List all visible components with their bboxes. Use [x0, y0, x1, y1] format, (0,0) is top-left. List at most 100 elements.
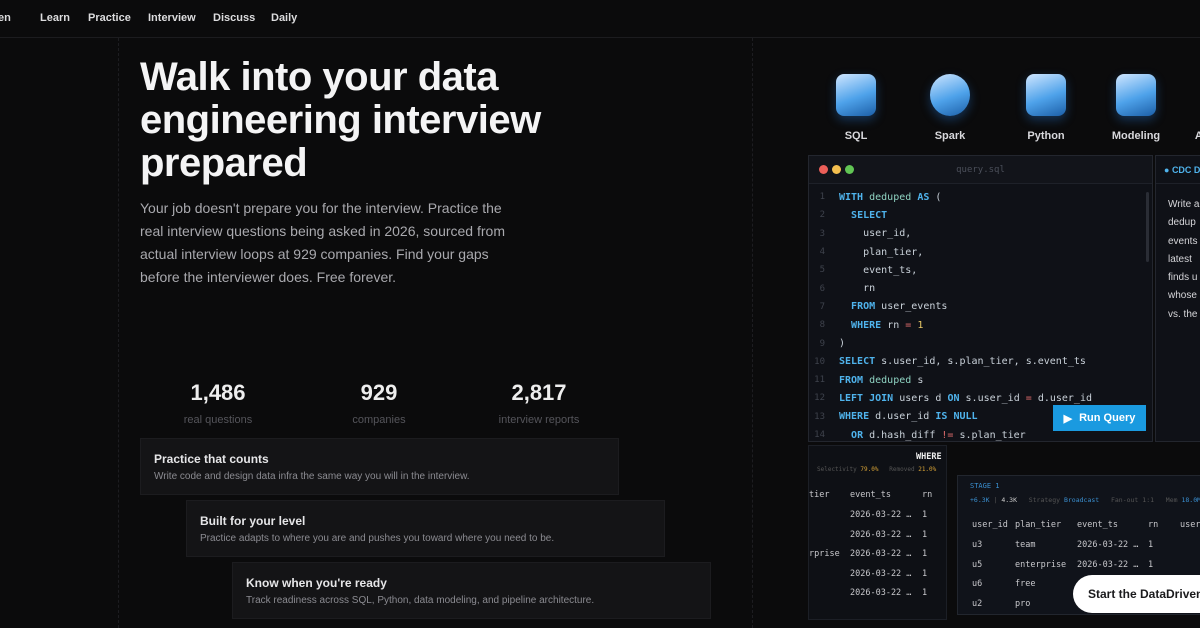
line-text: SELECT: [851, 209, 888, 221]
stat-label: companies: [352, 414, 406, 426]
line-text: FROM deduped s: [839, 374, 924, 386]
minimize-dot-icon[interactable]: [832, 165, 841, 174]
stat-value: 1,486: [190, 380, 246, 405]
stage-metrics: +6.3K | 4.3K Strategy Broadcast Fan-out …: [970, 496, 1200, 504]
line-number: 5: [819, 265, 825, 276]
stat-value: 929: [360, 380, 398, 405]
topic-architecture[interactable]: Ar: [1166, 72, 1200, 142]
code-line: 12 LEFT JOIN users d ON s.user_id = d.use…: [809, 389, 1152, 407]
feature-card: Practice that counts Write code and desig…: [140, 438, 619, 495]
line-text: FROM user_events: [851, 301, 948, 313]
close-dot-icon[interactable]: [819, 165, 828, 174]
metric-value: 4.3K: [1001, 496, 1017, 504]
line-text: WHERE d.user_id IS NULL: [839, 411, 978, 423]
topic-python[interactable]: Python: [1011, 72, 1081, 142]
column-header: rn: [1148, 520, 1159, 530]
code-line: 2 SELECT: [809, 206, 1152, 224]
topic-spark[interactable]: Spark: [915, 72, 985, 142]
nav-practice[interactable]: Practice: [88, 12, 131, 24]
table-cell: 1: [922, 549, 928, 559]
table-cell: 2026-03-22 …: [850, 510, 912, 520]
where-title: WHERE: [916, 452, 942, 462]
line-number: 8: [819, 320, 825, 331]
feature-desc: Track readiness across SQL, Python, data…: [246, 595, 595, 606]
topic-label: Spark: [934, 130, 966, 142]
code-line: 3 user_id,: [809, 225, 1152, 243]
run-label: Run Query: [1079, 412, 1136, 424]
python-icon: [1026, 74, 1066, 116]
column-header: tier: [809, 490, 830, 500]
column-header: user_id: [972, 520, 1008, 530]
metric-label: Strategy: [1028, 496, 1061, 504]
feature-card: Built for your level Practice adapts to w…: [186, 500, 665, 557]
brand-logo-text[interactable]: en: [0, 12, 11, 24]
nav-daily[interactable]: Daily: [271, 12, 298, 24]
column-header: event_ts: [1077, 520, 1118, 530]
where-panel: WHERE Selectivity 79.0% Removed 21.0% ti…: [808, 445, 947, 620]
spark-icon: [930, 74, 970, 116]
column-header: event_ts: [850, 490, 891, 500]
editor-filename: query.sql: [956, 165, 1005, 175]
table-cell: 1: [1148, 540, 1154, 550]
maximize-dot-icon[interactable]: [845, 165, 854, 174]
table-cell: 2026-03-22 …: [850, 568, 912, 579]
line-number: 9: [819, 338, 825, 349]
start-cta-button[interactable]: Start the DataDriven: [1073, 575, 1200, 613]
code-line: 1 WITH deduped AS (: [809, 188, 1152, 206]
code-line: 9): [809, 334, 1152, 352]
code-line: 7 FROM user_events: [809, 298, 1152, 316]
table-cell: u2: [972, 598, 983, 609]
nav-discuss[interactable]: Discuss: [213, 12, 256, 24]
table-cell: 2026-03-22 …: [850, 588, 912, 598]
metric-label: Selectivity: [817, 466, 857, 473]
problem-title: ● CDC D: [1156, 156, 1200, 184]
line-number: 13: [814, 411, 825, 422]
table-cell: 1: [922, 568, 928, 579]
where-metrics: Selectivity 79.0% Removed 21.0%: [817, 466, 936, 473]
title-line: prepared: [140, 141, 308, 185]
editor-titlebar: query.sql: [809, 156, 1152, 184]
stat-label: interview reports: [498, 414, 580, 426]
hero-title: Walk into your data engineering intervie…: [140, 56, 660, 185]
metric-value: +6.3K: [970, 496, 990, 504]
topic-modeling[interactable]: Modeling: [1101, 72, 1171, 142]
line-number: 4: [819, 247, 825, 258]
line-text: SELECT s.user_id, s.plan_tier, s.event_t…: [839, 356, 1086, 368]
feature-desc: Practice adapts to where you are and pus…: [200, 533, 555, 544]
line-number: 2: [819, 210, 825, 221]
divider: [752, 38, 753, 628]
table-cell: 1: [922, 510, 928, 520]
code-line: 13 WHERE d.user_id IS NULL: [809, 408, 1152, 426]
line-text: OR d.hash_diff != s.plan_tier: [851, 429, 1026, 441]
code-line: 11 FROM deduped s: [809, 371, 1152, 389]
code-editor[interactable]: query.sql 1 WITH deduped AS (2 SELECT 3 us…: [808, 155, 1153, 442]
topic-label: SQL: [844, 130, 868, 142]
table-cell: 1: [1148, 559, 1154, 570]
problem-line: Write a: [1168, 199, 1200, 210]
topic-sql[interactable]: SQL: [821, 72, 891, 142]
table-cell: 2026-03-22 …: [1077, 540, 1139, 550]
column-header: plan_tier: [1015, 520, 1062, 530]
divider: [118, 38, 119, 628]
table-cell: pro: [1015, 598, 1031, 609]
topic-label: Python: [1027, 130, 1065, 142]
scrollbar[interactable]: [1146, 192, 1149, 262]
line-text: LEFT JOIN users d ON s.user_id = d.user_…: [839, 392, 1092, 404]
run-query-button[interactable]: ▶ Run Query: [1053, 405, 1146, 431]
table-cell: 2026-03-22 …: [850, 549, 912, 559]
feature-title: Built for your level: [200, 514, 306, 528]
feature-card: Know when you're ready Track readiness ac…: [232, 562, 711, 619]
stat-reports: 2,817 interview reports: [479, 380, 599, 426]
line-text: rn: [863, 283, 876, 295]
code-lines[interactable]: 1 WITH deduped AS (2 SELECT 3 user_id, 4 pl…: [809, 188, 1152, 444]
line-text: WITH deduped AS (: [839, 191, 942, 203]
modeling-icon: [1116, 74, 1156, 116]
metric-value: 79.0%: [860, 466, 879, 473]
nav-learn[interactable]: Learn: [40, 12, 70, 24]
nav-interview[interactable]: Interview: [148, 12, 196, 24]
line-number: 12: [814, 393, 825, 404]
stat-value: 2,817: [511, 380, 567, 405]
table-cell: 1: [922, 529, 928, 540]
stage-title: STAGE 1: [970, 482, 1000, 490]
line-text: event_ts,: [863, 264, 918, 276]
